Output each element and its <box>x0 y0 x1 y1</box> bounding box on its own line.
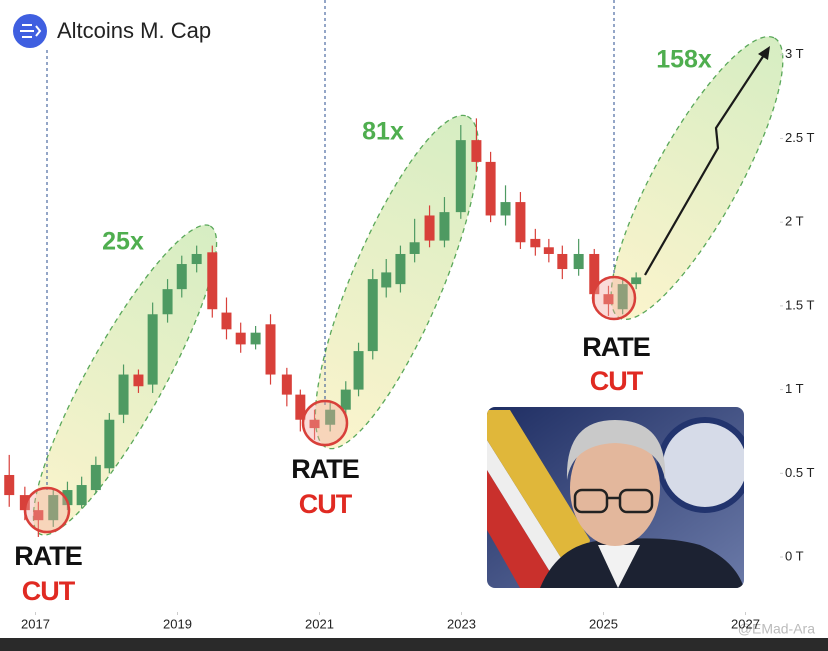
y-tick-label: 2.5 T <box>785 130 814 145</box>
candle-body <box>340 389 351 410</box>
candle-body <box>439 212 450 241</box>
candle-body <box>500 202 511 216</box>
x-tick-label: 2023 <box>447 616 476 631</box>
candle-body <box>295 394 306 420</box>
candle-body <box>162 289 173 315</box>
candle-body <box>617 284 628 310</box>
candle-body <box>353 351 364 390</box>
shirt <box>598 545 640 588</box>
multiple-label: 25x <box>102 228 144 256</box>
candle-body <box>325 409 336 425</box>
glasses <box>573 488 654 514</box>
candle-body <box>191 253 202 265</box>
multiple-label: 81x <box>362 118 404 146</box>
rate-cut-circles <box>23 275 637 534</box>
candle-body <box>471 140 482 162</box>
candle-body <box>367 279 378 352</box>
y-tick-label: 1.5 T <box>785 297 814 312</box>
candle-body <box>309 419 320 429</box>
candle-body <box>573 253 584 270</box>
x-tick-label: 2017 <box>21 616 50 631</box>
candle-body <box>147 314 158 385</box>
bottom-bar <box>0 638 828 651</box>
candle-body <box>4 474 15 496</box>
seal <box>657 417 744 513</box>
hair <box>566 420 666 480</box>
x-tick-label: 2025 <box>589 616 618 631</box>
candle-body <box>90 464 101 491</box>
candle-body <box>530 238 541 248</box>
cut-label: CUT <box>299 489 353 519</box>
suit <box>540 538 744 588</box>
flag-fringe <box>487 410 590 588</box>
candle-body <box>631 277 642 285</box>
candle-body <box>250 332 261 345</box>
multiple-label: 158x <box>656 46 712 74</box>
candle-body <box>409 242 420 254</box>
logo-icon <box>20 24 42 38</box>
candles <box>4 118 642 537</box>
circle <box>591 275 637 321</box>
photo <box>487 407 744 588</box>
face <box>570 430 660 546</box>
candle-body <box>104 419 115 469</box>
chart-title: Altcoins M. Cap <box>57 18 211 43</box>
candle-body <box>381 272 392 288</box>
candle-body <box>543 247 554 254</box>
arrow-head <box>758 46 770 60</box>
y-tick-label: 0 T <box>785 548 804 563</box>
candle-body <box>235 332 246 345</box>
candle-body <box>557 253 568 270</box>
watermark: @EMad-Ara <box>738 621 815 637</box>
cut-label: CUT <box>22 576 76 606</box>
rate-label: RATE <box>14 541 82 571</box>
candle-body <box>265 324 276 375</box>
candle-body <box>395 253 406 285</box>
candle-body <box>221 312 232 330</box>
y-tick-label: 3 T <box>785 46 804 61</box>
candle-body <box>603 294 614 305</box>
candle-body <box>485 161 496 216</box>
candle-body <box>455 140 466 213</box>
candle-body <box>62 490 73 506</box>
candle-body <box>33 510 44 521</box>
rate-label: RATE <box>291 454 359 484</box>
candle-body <box>589 253 600 295</box>
x-tick-label: 2021 <box>305 616 334 631</box>
candle-body <box>281 374 292 395</box>
y-tick-label: 2 T <box>785 214 804 229</box>
rate-cut-lines <box>46 0 615 490</box>
projection-arrow <box>644 51 767 276</box>
x-tick-label: 2027 <box>731 616 760 631</box>
circle <box>301 399 349 447</box>
y-tick-label: 1 T <box>785 381 804 396</box>
candle-body <box>176 264 187 290</box>
candle-body <box>515 202 526 243</box>
candle-body <box>118 374 129 415</box>
rate-label: RATE <box>582 332 650 362</box>
cut-label: CUT <box>590 366 644 396</box>
candle-body <box>76 485 87 506</box>
candle-body <box>19 495 30 511</box>
y-tick-label: 0.5 T <box>785 465 814 480</box>
candle-body <box>207 252 218 310</box>
candle-body <box>133 374 144 387</box>
candle-body <box>48 495 59 521</box>
candle-body <box>424 215 435 241</box>
x-tick-label: 2019 <box>163 616 192 631</box>
circle <box>23 486 71 534</box>
